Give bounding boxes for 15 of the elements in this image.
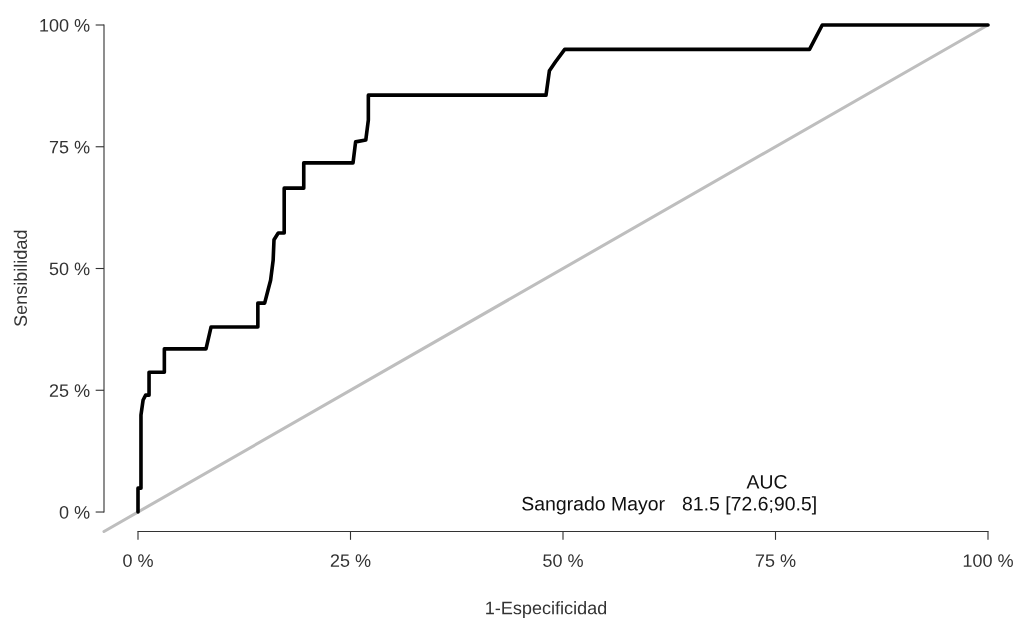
- x-tick-label: 75 %: [755, 554, 796, 567]
- y-tick-label: 0 %: [59, 505, 90, 519]
- x-tick-label: 25 %: [330, 554, 371, 567]
- y-tick-label: 50 %: [49, 262, 90, 276]
- annotation: Sangrado Mayor: [522, 496, 665, 515]
- x-axis-title: 1-Especificidad: [486, 601, 607, 618]
- x-tick-label: 100 %: [963, 554, 1013, 567]
- annotation: AUC: [746, 474, 787, 489]
- y-axis-title: Sensibilidad: [13, 230, 28, 327]
- x-tick-label: 50 %: [543, 554, 583, 567]
- annotation: 81.5 [72.6;90.5]: [682, 496, 816, 515]
- y-tick-label: 25 %: [49, 384, 90, 397]
- y-tick-label: 75 %: [49, 140, 90, 154]
- x-tick-label: 0 %: [123, 554, 153, 567]
- y-tick-label: 100 %: [40, 18, 90, 32]
